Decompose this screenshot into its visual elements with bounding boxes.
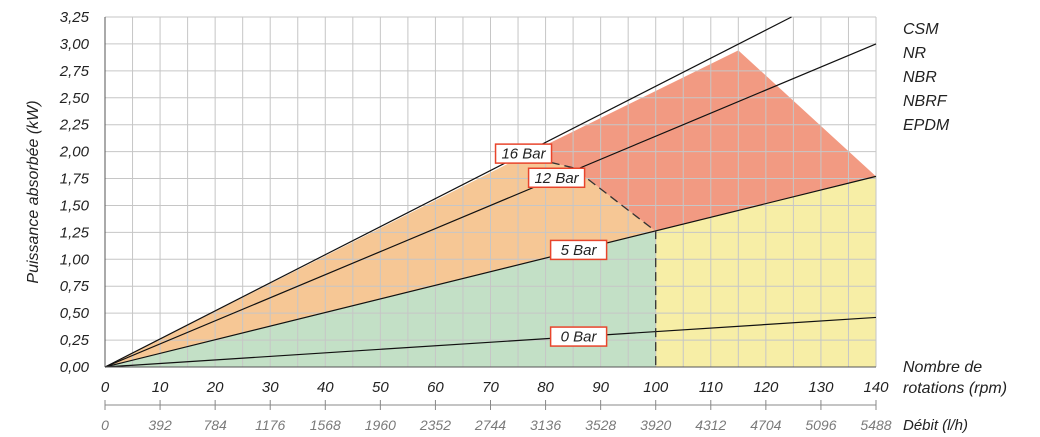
y-axis-label: Puissance absorbée (kW): [25, 100, 42, 283]
x2-tick-label: 4312: [695, 417, 726, 433]
material-labels: CSM NR NBR NBRF EPDM: [903, 21, 950, 134]
series-label-box: [527, 167, 586, 189]
series-label-box: [494, 143, 553, 164]
x-axis-label-line2: rotations (rpm): [903, 380, 1007, 397]
x-tick-label: 70: [482, 379, 499, 396]
x2-tick-label: 784: [203, 417, 227, 433]
x-axis-label-line1: Nombre de: [903, 359, 982, 376]
grid: [105, 16, 877, 367]
y-tick-label: 1,75: [60, 171, 90, 188]
x-tick-label: 40: [317, 379, 334, 396]
series-line-12-bar: [104, 43, 877, 368]
secondary-x-axis: 0 392 784 1176 1568 1960 2352 2744 3136 3528 3920 4…: [101, 400, 892, 433]
y-tick-label: 1,00: [60, 251, 90, 268]
x-tick-label: 100: [643, 379, 669, 396]
y-tick-label: 2,50: [59, 90, 90, 107]
y-tick-label: 0,25: [60, 332, 90, 349]
series-label-box: [549, 239, 608, 261]
x2-tick-label: 3920: [640, 417, 671, 433]
x-tick-label: 90: [592, 379, 609, 396]
x2-tick-label: 1176: [255, 417, 285, 433]
x2-tick-label: 5488: [860, 417, 891, 433]
x2-axis-label: Débit (l/h): [903, 417, 968, 434]
x-tick-label: 110: [699, 379, 724, 396]
y-tick-label: 0,50: [60, 305, 90, 322]
series-label: 16 Bar: [501, 146, 546, 163]
x2-tick-label: 1960: [365, 417, 396, 433]
y-tick-label: 2,75: [59, 63, 90, 80]
x2-tick-label: 3528: [585, 417, 616, 433]
series-line-0-bar: [104, 316, 877, 368]
pressure-labels: 0 Bar 5 Bar 12 Bar 16 Bar: [494, 143, 608, 347]
x2-tick-label: 4704: [750, 417, 781, 433]
x2-tick-label: 392: [148, 417, 172, 433]
y-tick-label: 1,25: [60, 224, 90, 241]
y-tick-label: 1,50: [60, 197, 90, 214]
x2-tick-label: 3136: [530, 417, 561, 433]
x-tick-label: 140: [863, 379, 889, 396]
x-tick-labels: 0 10 20 30 40 50 60 70 80 90 100 110 120 130 140: [101, 379, 889, 396]
x-tick-label: 50: [372, 379, 389, 396]
y-tick-label: 3,25: [60, 9, 90, 26]
limit-curve-line: [523, 155, 657, 367]
x-tick-label: 80: [537, 379, 554, 396]
limit-curve: [523, 155, 657, 367]
x-tick-label: 120: [753, 379, 779, 396]
zone-red: [523, 50, 876, 232]
x2-tick-label: 2744: [474, 417, 506, 433]
y-tick-label: 2,25: [59, 117, 90, 134]
x-tick-label: 30: [262, 379, 279, 396]
series-label: 5 Bar: [561, 242, 598, 259]
y-tick-label: 0,75: [60, 278, 90, 295]
y-tick-labels: 0,00 0,25 0,50 0,75 1,00 1,25 1,50 1,75 2,00 2,25…: [59, 9, 90, 376]
x-tick-label: 10: [152, 379, 169, 396]
x2-tick-label: 2352: [419, 417, 451, 433]
y-tick-label: 3,00: [60, 36, 90, 53]
series-label: 0 Bar: [561, 329, 598, 346]
y-tick-label: 0,00: [60, 359, 90, 376]
x2-tick-label: 5096: [805, 417, 836, 433]
material-label: NBRF: [903, 93, 948, 110]
y-tick-label: 2,00: [59, 144, 90, 161]
series-line-5-bar: [104, 175, 877, 368]
x-tick-label: 20: [206, 379, 224, 396]
series-line-16-bar: [104, 16, 792, 368]
material-label: NR: [903, 45, 927, 62]
x-tick-label: 130: [808, 379, 834, 396]
series-label-box: [549, 326, 608, 347]
series-label: 12 Bar: [534, 170, 579, 187]
material-label: CSM: [903, 21, 939, 38]
material-label: NBR: [903, 69, 937, 86]
x-tick-label: 0: [101, 379, 110, 396]
x2-tick-label: 0: [101, 417, 109, 433]
material-label: EPDM: [903, 117, 950, 134]
pressure-lines: [104, 16, 877, 368]
x-tick-label: 60: [427, 379, 444, 396]
x2-tick-label: 1568: [310, 417, 341, 433]
